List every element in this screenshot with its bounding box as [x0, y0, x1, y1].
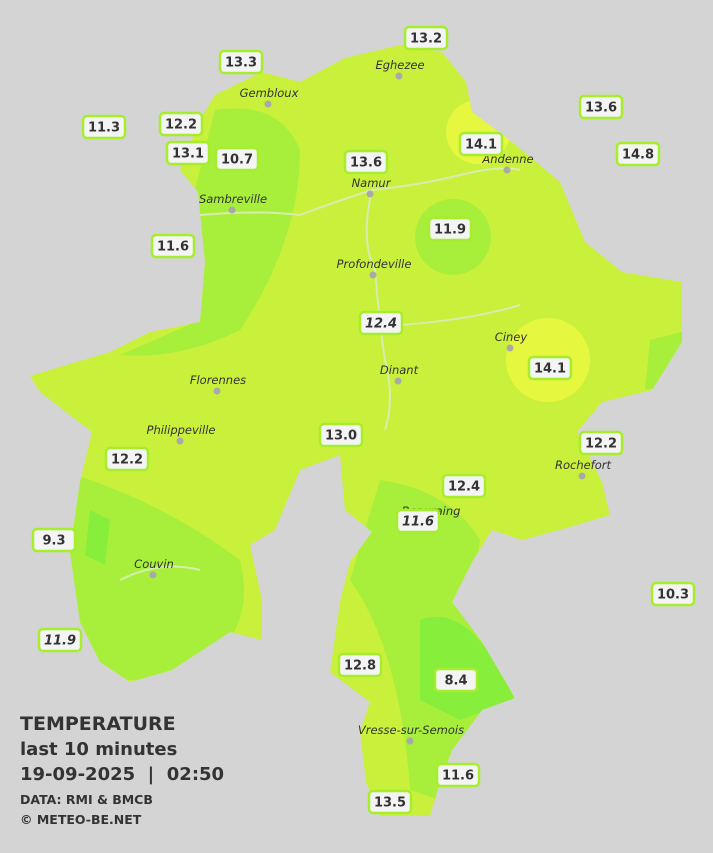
- zone: [85, 510, 110, 565]
- station-box: [37, 627, 83, 653]
- station-value: 12.2: [585, 437, 617, 452]
- station-value: 10.3: [657, 588, 689, 603]
- city-label: Profondeville: [337, 257, 412, 271]
- city-dot: [176, 437, 184, 445]
- station-value: 13.6: [350, 156, 382, 171]
- station-box: [367, 789, 413, 815]
- station-value: 11.9: [44, 634, 76, 649]
- station-value: 13.0: [325, 429, 357, 444]
- station-value: 14.1: [465, 138, 497, 153]
- station-value: 13.1: [172, 147, 204, 162]
- stations: 13.2 13.3 11.3 12.2 13.1 10.7 13.6 14.1 13.6 14.8…: [31, 25, 696, 815]
- city-label: Sambreville: [199, 192, 267, 206]
- city-dot: [395, 72, 403, 80]
- city-dot: [149, 571, 157, 579]
- station-box: [165, 140, 211, 166]
- station-box: [578, 94, 624, 120]
- station-box: [150, 233, 196, 259]
- city-dot: [264, 100, 272, 108]
- station-box: [435, 762, 481, 788]
- station-value: 14.1: [534, 362, 566, 377]
- station-box: [31, 527, 77, 553]
- city-label: Rochefort: [555, 458, 612, 472]
- station-box: [395, 508, 441, 534]
- station-box: [104, 446, 150, 472]
- city-dot: [578, 472, 586, 480]
- station-value: 8.4: [444, 674, 467, 689]
- station-box: [650, 581, 696, 607]
- station-box: [214, 146, 260, 172]
- city-label: Philippeville: [147, 423, 216, 437]
- station-box: [441, 473, 487, 499]
- station-value: 12.2: [111, 453, 143, 468]
- station-box: [218, 49, 264, 75]
- city-dot: [506, 344, 514, 352]
- station-value: 14.8: [622, 148, 654, 163]
- city-label: Couvin: [134, 557, 174, 571]
- station-value: 12.4: [448, 480, 480, 495]
- station-value: 11.6: [442, 769, 474, 784]
- station-value: 12.2: [165, 118, 197, 133]
- city-dot: [369, 271, 377, 279]
- station-value: 13.6: [585, 101, 617, 116]
- legend-title: TEMPERATURE: [20, 713, 176, 735]
- city-dot: [366, 190, 374, 198]
- station-value: 11.6: [402, 515, 434, 530]
- station-box: [81, 114, 127, 140]
- legend-datetime: 19-09-2025 | 02:50: [20, 764, 224, 785]
- city-label: Ciney: [495, 330, 528, 344]
- city-label: Gembloux: [240, 86, 299, 100]
- station-value: 10.7: [221, 153, 253, 168]
- station-box: [403, 25, 449, 51]
- station-value: 11.3: [88, 121, 120, 136]
- city-dot: [503, 166, 511, 174]
- station-value: 9.3: [42, 534, 65, 549]
- station-value: 11.9: [434, 223, 466, 238]
- station-box: [578, 430, 624, 456]
- station-box: [527, 355, 573, 381]
- station-value: 13.3: [225, 56, 257, 71]
- city-label: Florennes: [190, 373, 246, 387]
- legend-source: DATA: RMI & BMCB: [20, 792, 153, 807]
- station-box: [158, 111, 204, 137]
- city-label: Namur: [352, 176, 392, 190]
- station-value: 11.6: [157, 240, 189, 255]
- station-box: [318, 422, 364, 448]
- station-value: 12.4: [365, 317, 397, 332]
- legend: TEMPERATURE last 10 minutes 19-09-2025 |…: [20, 713, 224, 827]
- station-box: [427, 216, 473, 242]
- city-label: Eghezee: [375, 58, 424, 72]
- station-box: [433, 667, 479, 693]
- station-box: [337, 652, 383, 678]
- station-box: [615, 141, 661, 167]
- station-value: 13.2: [410, 32, 442, 47]
- city-dot: [406, 737, 414, 745]
- city-label: Vresse-sur-Semois: [358, 723, 464, 737]
- city-dot: [228, 206, 236, 214]
- city-dot: [213, 387, 221, 395]
- legend-copyright: © METEO-BE.NET: [20, 812, 142, 827]
- city-label: Dinant: [380, 363, 419, 377]
- legend-subtitle: last 10 minutes: [20, 739, 177, 760]
- city-dot: [394, 377, 402, 385]
- station-value: 13.5: [374, 796, 406, 811]
- station-box: [343, 149, 389, 175]
- station-box: [458, 131, 504, 157]
- station-value: 12.8: [344, 659, 376, 674]
- station-box: [358, 310, 404, 336]
